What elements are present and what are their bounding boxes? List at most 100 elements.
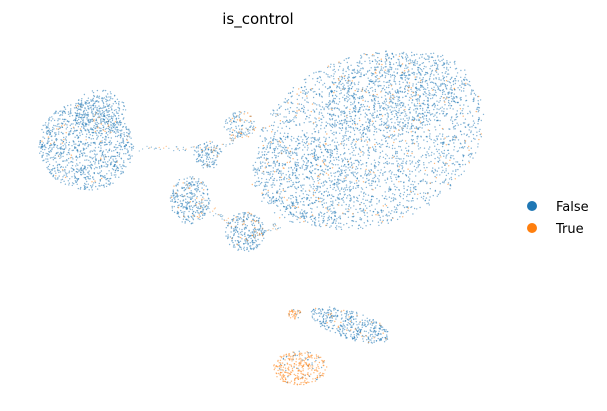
- data-point: [438, 108, 440, 111]
- data-point: [289, 220, 291, 223]
- data-point: [306, 132, 308, 134]
- data-point: [433, 115, 435, 118]
- data-point: [383, 121, 385, 124]
- data-point: [76, 183, 78, 185]
- data-point: [287, 99, 290, 101]
- data-point: [73, 143, 75, 145]
- data-point: [61, 148, 64, 150]
- data-point: [402, 216, 404, 218]
- data-point: [267, 163, 269, 165]
- data-point: [330, 155, 332, 157]
- data-point: [459, 142, 462, 144]
- data-point: [329, 102, 331, 105]
- data-point: [327, 122, 329, 125]
- data-point: [282, 121, 284, 123]
- data-point: [331, 152, 333, 154]
- data-point: [388, 188, 390, 190]
- data-point: [279, 141, 282, 143]
- data-point: [69, 157, 72, 159]
- data-point: [80, 167, 83, 170]
- data-point: [344, 213, 347, 215]
- data-point: [324, 143, 327, 145]
- data-point: [378, 224, 380, 227]
- data-point: [321, 121, 323, 124]
- data-point: [382, 210, 384, 212]
- data-point: [275, 197, 278, 200]
- data-point: [338, 182, 341, 185]
- data-point: [254, 171, 257, 173]
- data-point: [388, 215, 390, 217]
- data-point: [429, 77, 431, 80]
- data-point: [107, 130, 110, 133]
- data-point: [388, 190, 390, 192]
- data-point: [309, 166, 312, 168]
- data-point: [312, 183, 314, 186]
- data-point: [390, 212, 392, 215]
- data-point: [385, 182, 387, 184]
- data-point: [374, 126, 376, 128]
- data-point: [350, 199, 352, 201]
- data-point: [386, 198, 388, 200]
- data-point: [392, 56, 395, 58]
- data-point: [115, 158, 117, 160]
- data-point: [52, 126, 54, 129]
- data-point: [294, 206, 296, 208]
- data-point: [446, 108, 448, 110]
- data-point: [398, 99, 401, 102]
- data-point: [95, 123, 97, 126]
- data-point: [424, 199, 427, 201]
- data-point: [302, 160, 304, 162]
- data-point: [271, 151, 274, 154]
- data-point: [382, 174, 384, 176]
- data-point: [324, 86, 327, 88]
- data-point: [70, 127, 73, 130]
- data-point: [344, 152, 346, 154]
- data-point: [304, 112, 306, 114]
- data-point: [301, 97, 304, 99]
- data-point: [86, 180, 88, 183]
- data-point: [421, 80, 424, 83]
- data-point: [47, 126, 49, 128]
- data-point: [385, 136, 387, 138]
- data-point: [98, 166, 101, 168]
- data-point: [384, 61, 386, 63]
- data-point: [365, 88, 367, 90]
- data-point: [387, 68, 389, 71]
- data-point: [311, 170, 314, 172]
- data-point: [462, 147, 464, 149]
- data-point: [91, 150, 94, 152]
- data-point: [392, 102, 394, 104]
- data-point: [297, 162, 300, 164]
- data-point: [103, 144, 106, 146]
- data-point: [89, 104, 91, 107]
- data-point: [422, 103, 425, 105]
- data-point: [343, 180, 345, 182]
- data-point: [374, 69, 376, 72]
- data-point: [365, 91, 367, 93]
- data-point: [258, 180, 260, 183]
- data-point: [428, 118, 431, 120]
- data-point: [410, 88, 412, 91]
- data-point: [349, 112, 351, 115]
- data-point: [392, 156, 394, 158]
- data-point: [311, 103, 314, 105]
- data-point: [51, 148, 53, 151]
- data-point: [295, 191, 297, 194]
- data-point: [418, 96, 421, 99]
- data-point: [458, 163, 460, 165]
- data-point: [289, 160, 292, 162]
- data-point: [274, 163, 277, 165]
- data-point: [120, 130, 122, 132]
- data-point: [320, 118, 322, 120]
- data-point: [431, 113, 434, 115]
- data-point: [343, 178, 345, 180]
- data-point: [99, 159, 102, 161]
- data-point: [444, 164, 446, 166]
- data-point: [116, 112, 118, 114]
- data-point: [283, 206, 285, 208]
- data-point: [51, 156, 53, 159]
- data-point: [102, 155, 105, 157]
- data-point: [280, 105, 282, 107]
- data-point: [75, 181, 77, 183]
- data-point: [364, 112, 367, 114]
